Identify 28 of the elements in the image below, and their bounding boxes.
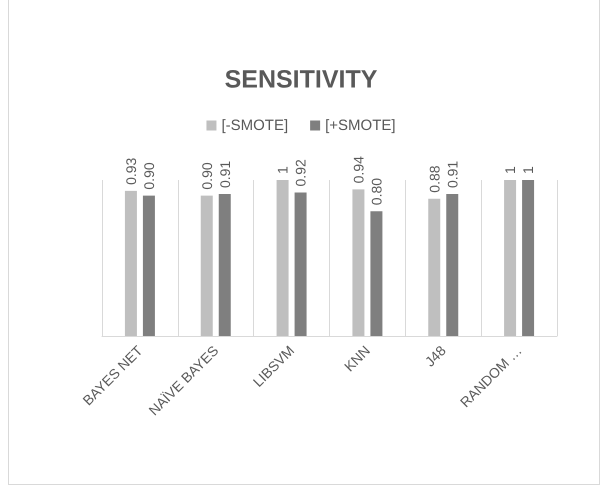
bar [124,190,137,336]
x-tick-label: J48 [422,342,450,370]
data-label: 1 [520,166,536,174]
data-label: 0.88 [426,165,442,193]
bar [294,192,307,336]
bar [504,180,516,336]
bar [352,189,364,336]
data-label: 0.90 [140,162,157,190]
data-label: 0.91 [444,160,460,188]
data-label: 0.94 [350,156,366,184]
data-label: 1 [274,166,291,174]
chart-title: SENSITIVITY [224,66,378,94]
bar [142,196,155,336]
data-label: 1 [502,166,518,174]
legend-label: [+SMOTE] [325,117,396,134]
bar [522,180,534,336]
bar [446,194,458,336]
data-label: 0.80 [368,178,384,206]
bar [428,198,440,336]
bar [370,211,382,336]
data-label: 0.90 [198,162,215,190]
bar [218,194,231,336]
data-label: 0.93 [122,157,139,185]
data-label: 0.91 [216,160,233,188]
bar [276,180,289,336]
data-label: 0.92 [292,159,309,186]
legend-label: [-SMOTE] [221,117,288,134]
bar [200,196,213,336]
